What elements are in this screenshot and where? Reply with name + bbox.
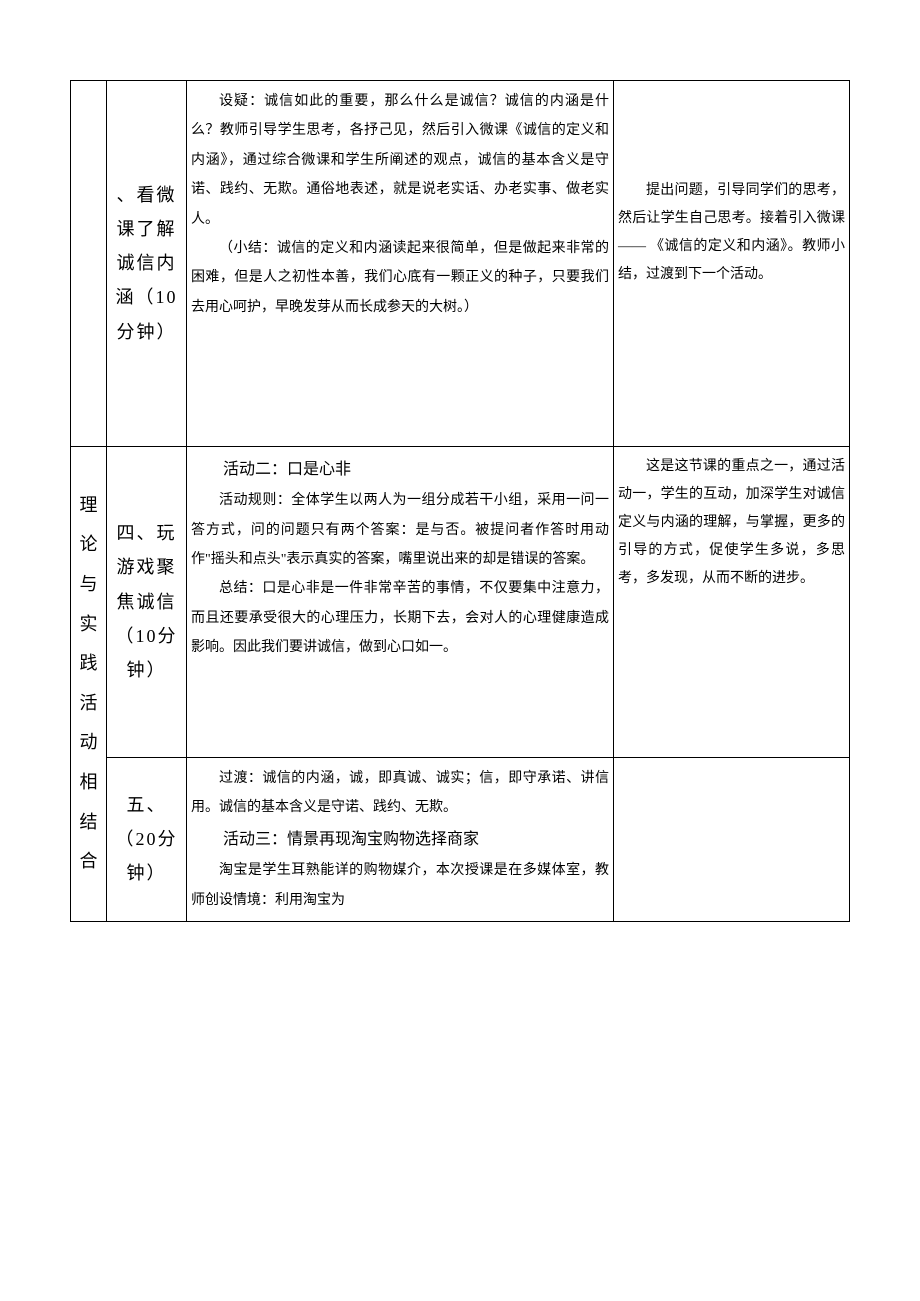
category-text: 理论与实践活动相结合: [80, 495, 98, 871]
content-paragraph: 淘宝是学生耳熟能详的购物媒介，本次授课是在多媒体室，教师创设情境：利用淘宝为: [191, 856, 609, 915]
table-row: 五、（20分钟） 过渡：诚信的内涵，诚，即真诚、诚实；信，即守承诺、讲信用。诚信…: [71, 757, 850, 921]
step-cell: 、看微课了解诚信内涵（10分钟）: [107, 81, 187, 447]
category-cell: [71, 81, 107, 447]
activity-title: 活动三：情景再现淘宝购物选择商家: [191, 823, 609, 857]
step-cell: 四、玩游戏聚焦诚信（10分钟）: [107, 446, 187, 757]
step-text: 五、（20分钟）: [116, 795, 178, 883]
content-paragraph: （小结：诚信的定义和内涵读起来很简单，但是做起来非常的困难，但是人之初性本善，我…: [191, 234, 609, 322]
note-cell: [614, 757, 850, 921]
step-cell: 五、（20分钟）: [107, 757, 187, 921]
category-cell: 理论与实践活动相结合: [71, 446, 107, 921]
note-paragraph: 这是这节课的重点之一，通过活动一，学生的互动，加深学生对诚信定义与内涵的理解，与…: [618, 453, 845, 593]
content-cell: 过渡：诚信的内涵，诚，即真诚、诚实；信，即守承诺、讲信用。诚信的基本含义是守诺、…: [187, 757, 614, 921]
lesson-plan-table: 、看微课了解诚信内涵（10分钟） 设疑：诚信如此的重要，那么什么是诚信？诚信的内…: [70, 80, 850, 922]
content-paragraph: 总结：口是心非是一件非常辛苦的事情，不仅要集中注意力，而且还要承受很大的心理压力…: [191, 574, 609, 662]
lesson-plan-page: 、看微课了解诚信内涵（10分钟） 设疑：诚信如此的重要，那么什么是诚信？诚信的内…: [0, 0, 920, 1301]
step-text: 、看微课了解诚信内涵（10分钟）: [116, 185, 178, 342]
content-cell: 活动二：口是心非 活动规则：全体学生以两人为一组分成若干小组，采用一问一答方式，…: [187, 446, 614, 757]
table-row: 理论与实践活动相结合 四、玩游戏聚焦诚信（10分钟） 活动二：口是心非 活动规则…: [71, 446, 850, 757]
table-row: 、看微课了解诚信内涵（10分钟） 设疑：诚信如此的重要，那么什么是诚信？诚信的内…: [71, 81, 850, 447]
content-paragraph: 设疑：诚信如此的重要，那么什么是诚信？诚信的内涵是什么？教师引导学生思考，各抒己…: [191, 87, 609, 234]
note-paragraph: 提出问题，引导同学们的思考，然后让学生自己思考。接着引入微课—— 《诚信的定义和…: [618, 177, 845, 289]
note-cell: 这是这节课的重点之一，通过活动一，学生的互动，加深学生对诚信定义与内涵的理解，与…: [614, 446, 850, 757]
content-cell: 设疑：诚信如此的重要，那么什么是诚信？诚信的内涵是什么？教师引导学生思考，各抒己…: [187, 81, 614, 447]
content-paragraph: 活动规则：全体学生以两人为一组分成若干小组，采用一问一答方式，问的问题只有两个答…: [191, 486, 609, 574]
note-cell: 提出问题，引导同学们的思考，然后让学生自己思考。接着引入微课—— 《诚信的定义和…: [614, 81, 850, 447]
content-paragraph: 过渡：诚信的内涵，诚，即真诚、诚实；信，即守承诺、讲信用。诚信的基本含义是守诺、…: [191, 764, 609, 823]
activity-title: 活动二：口是心非: [191, 453, 609, 487]
step-text: 四、玩游戏聚焦诚信（10分钟）: [116, 523, 178, 680]
